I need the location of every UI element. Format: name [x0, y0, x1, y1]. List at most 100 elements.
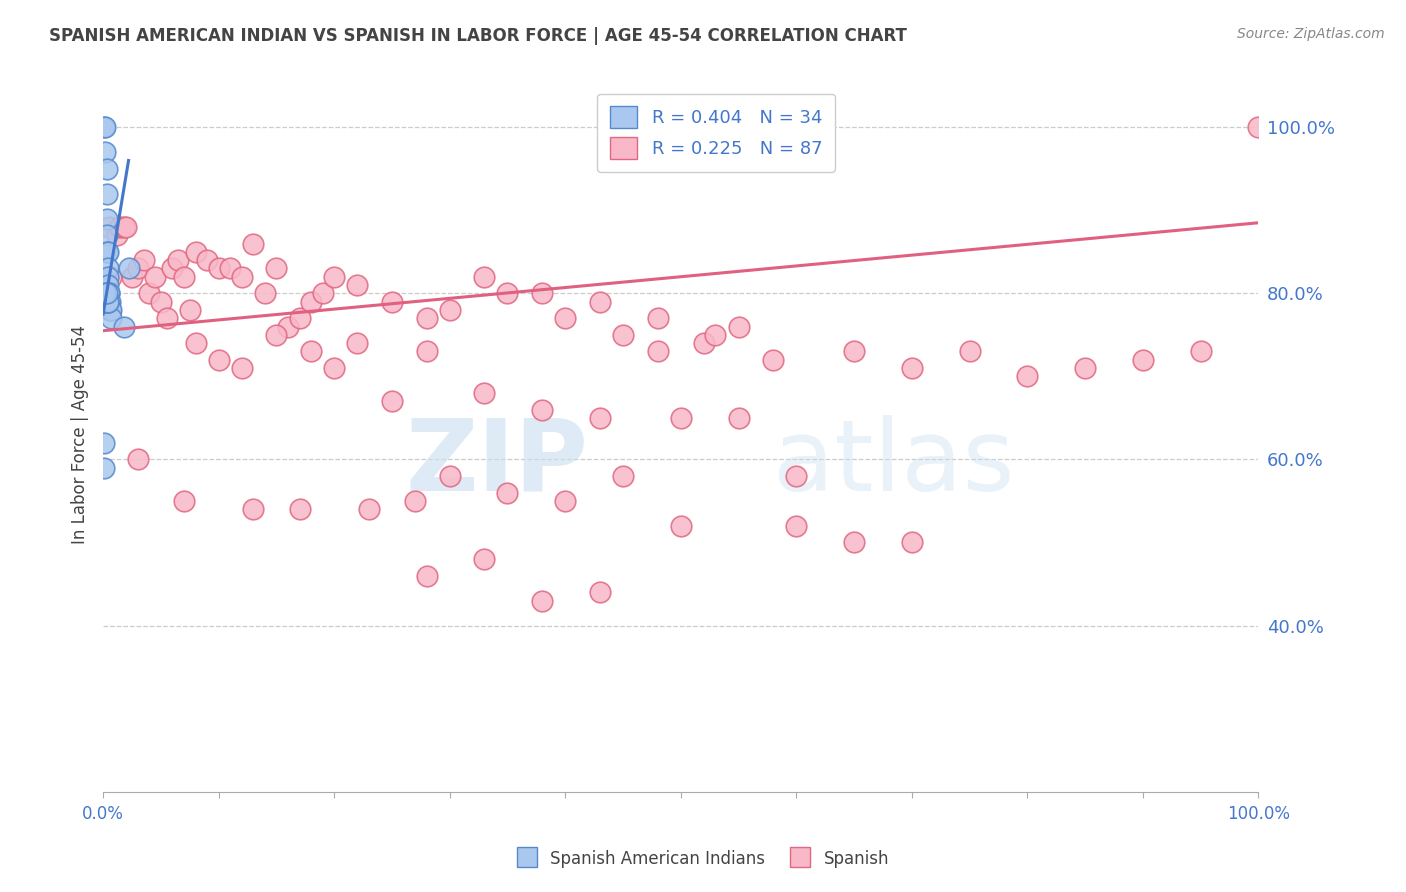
Point	[156, 311, 179, 326]
Point	[415, 344, 437, 359]
Point	[727, 411, 749, 425]
Point	[127, 261, 149, 276]
Point	[98, 302, 121, 317]
Point	[97, 294, 120, 309]
Point	[589, 585, 612, 599]
Point	[704, 327, 727, 342]
Point	[93, 435, 115, 450]
Point	[647, 311, 669, 326]
Point	[96, 286, 118, 301]
Point	[299, 294, 322, 309]
Point	[231, 269, 253, 284]
Point	[94, 294, 117, 309]
Point	[589, 294, 612, 309]
Point	[94, 294, 117, 309]
Point	[404, 494, 426, 508]
Point	[97, 286, 120, 301]
Point	[105, 228, 128, 243]
Point	[184, 244, 207, 259]
Point	[288, 311, 311, 326]
Point	[474, 552, 496, 566]
Point	[266, 327, 288, 342]
Point	[762, 352, 785, 367]
Legend: R = 0.404   N = 34, R = 0.225   N = 87: R = 0.404 N = 34, R = 0.225 N = 87	[598, 94, 835, 172]
Point	[96, 186, 118, 201]
Point	[173, 269, 195, 284]
Point	[346, 336, 368, 351]
Point	[1017, 369, 1039, 384]
Text: ZIP: ZIP	[405, 415, 588, 512]
Point	[266, 261, 288, 276]
Point	[531, 402, 554, 417]
Point	[901, 361, 924, 376]
Point	[323, 269, 346, 284]
Point	[96, 294, 118, 309]
Point	[496, 286, 519, 301]
Y-axis label: In Labor Force | Age 45-54: In Labor Force | Age 45-54	[72, 325, 89, 544]
Point	[132, 253, 155, 268]
Point	[184, 336, 207, 351]
Point	[496, 485, 519, 500]
Point	[346, 278, 368, 293]
Point	[693, 336, 716, 351]
Point	[208, 352, 231, 367]
Point	[531, 286, 554, 301]
Point	[98, 294, 121, 309]
Point	[554, 494, 576, 508]
Point	[381, 394, 404, 409]
Point	[311, 286, 333, 301]
Point	[94, 120, 117, 135]
Point	[97, 294, 120, 309]
Point	[93, 120, 115, 135]
Point	[669, 411, 692, 425]
Point	[842, 535, 865, 549]
Point	[98, 302, 121, 317]
Point	[299, 344, 322, 359]
Point	[1132, 352, 1154, 367]
Point	[94, 286, 117, 301]
Point	[97, 294, 120, 309]
Point	[589, 411, 612, 425]
Point	[357, 502, 380, 516]
Point	[127, 452, 149, 467]
Legend: Spanish American Indians, Spanish: Spanish American Indians, Spanish	[510, 843, 896, 875]
Point	[112, 219, 135, 234]
Point	[100, 302, 122, 317]
Point	[439, 469, 461, 483]
Point	[97, 269, 120, 284]
Point	[242, 236, 264, 251]
Point	[112, 319, 135, 334]
Point	[785, 519, 807, 533]
Point	[901, 535, 924, 549]
Point	[97, 219, 120, 234]
Point	[97, 244, 120, 259]
Text: SPANISH AMERICAN INDIAN VS SPANISH IN LABOR FORCE | AGE 45-54 CORRELATION CHART: SPANISH AMERICAN INDIAN VS SPANISH IN LA…	[49, 27, 907, 45]
Point	[612, 327, 634, 342]
Point	[121, 269, 143, 284]
Point	[554, 311, 576, 326]
Point	[117, 261, 139, 276]
Point	[94, 145, 117, 160]
Point	[785, 469, 807, 483]
Point	[195, 253, 218, 268]
Point	[842, 344, 865, 359]
Point	[93, 460, 115, 475]
Point	[219, 261, 242, 276]
Point	[97, 261, 120, 276]
Point	[727, 319, 749, 334]
Point	[110, 219, 132, 234]
Point	[415, 311, 437, 326]
Point	[97, 286, 120, 301]
Point	[96, 161, 118, 176]
Point	[208, 261, 231, 276]
Point	[96, 228, 118, 243]
Point	[612, 469, 634, 483]
Point	[97, 286, 120, 301]
Point	[115, 219, 138, 234]
Point	[1247, 120, 1270, 135]
Point	[242, 502, 264, 516]
Text: Source: ZipAtlas.com: Source: ZipAtlas.com	[1237, 27, 1385, 41]
Point	[138, 286, 160, 301]
Text: atlas: atlas	[773, 415, 1015, 512]
Point	[97, 278, 120, 293]
